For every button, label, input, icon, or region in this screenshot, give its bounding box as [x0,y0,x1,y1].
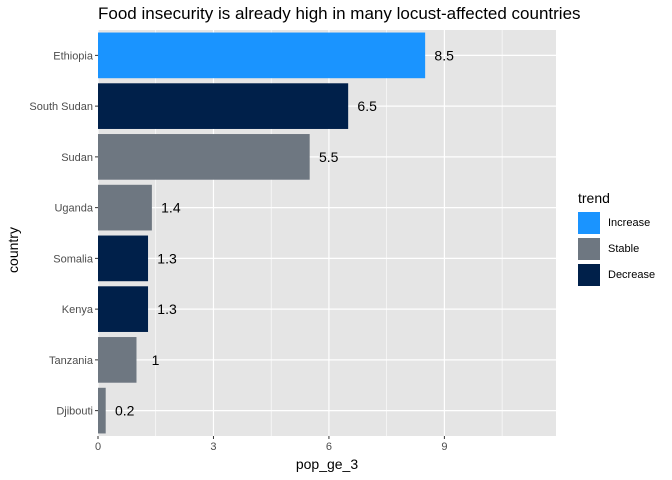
value-label: 1.3 [157,250,177,266]
y-tick-label: Kenya [62,304,94,316]
y-tick-label: Somalia [53,253,94,265]
y-tick-label: Sudan [61,152,93,164]
legend-label: Decrease [608,269,656,281]
legend-item: Increase [578,210,655,236]
legend-key [578,264,600,286]
bar-sudan [98,134,310,180]
y-tick-label: Uganda [54,203,93,215]
legend-item: Decrease [578,262,655,288]
y-tick-label: Tanzania [49,355,94,367]
y-tick-label: Ethiopia [53,50,94,62]
legend: trend Increase Stable Decrease [578,190,655,288]
value-label: 5.5 [319,149,339,165]
x-tick-label: 6 [326,441,332,453]
legend-item: Stable [578,236,655,262]
x-axis-label: pop_ge_3 [295,456,359,472]
bar-ethiopia [98,32,426,79]
x-tick-label: 3 [210,441,216,453]
value-label: 1.4 [161,200,181,216]
legend-key [578,212,600,234]
legend-items: Increase Stable Decrease [578,210,655,288]
legend-label: Stable [608,243,640,255]
bar-kenya [98,286,149,332]
y-tick-label: Djibouti [56,406,93,418]
value-label: 6.5 [357,98,377,114]
legend-title: trend [578,190,610,206]
x-tick-label: 9 [441,441,447,453]
bar-tanzania [98,337,137,383]
bar-south-sudan [98,83,349,129]
chart-title: Food insecurity is already high in many … [98,4,581,23]
value-label: 0.2 [115,403,135,419]
legend-label: Increase [608,217,651,229]
bar-uganda [98,184,152,231]
legend-key [578,238,600,260]
value-label: 8.5 [434,47,454,63]
value-label: 1 [152,352,160,368]
x-tick-label: 0 [95,441,101,453]
bar-djibouti [98,387,106,434]
y-tick-label: South Sudan [29,101,93,113]
value-label: 1.3 [157,301,177,317]
bar-somalia [98,235,149,282]
